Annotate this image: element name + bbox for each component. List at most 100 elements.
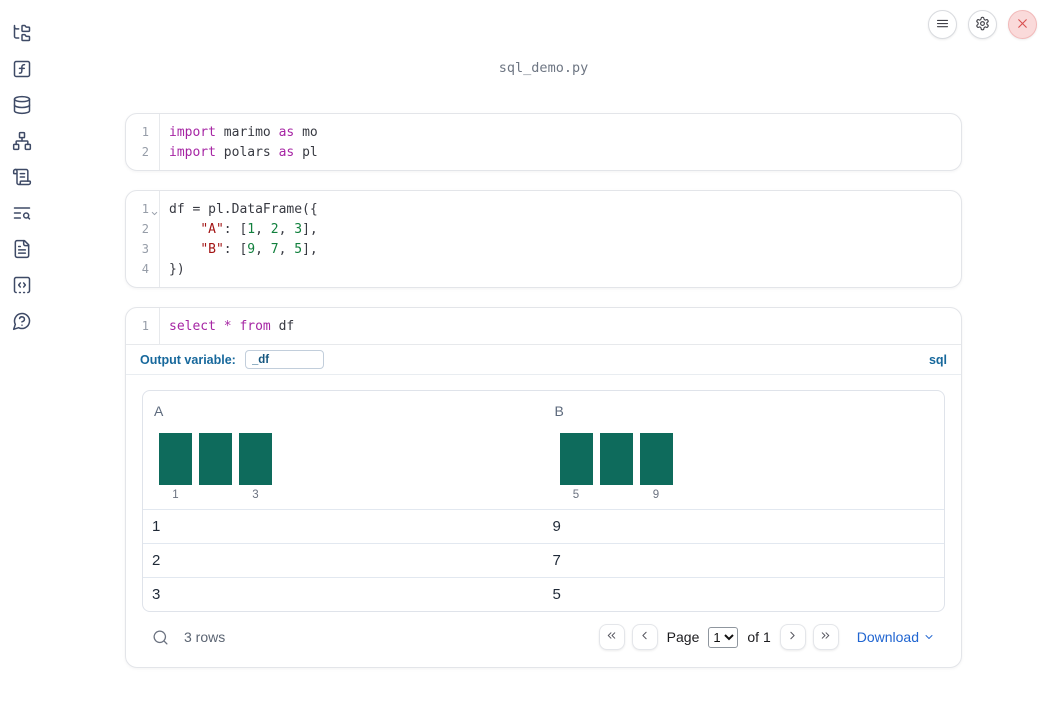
histogram-bar [159,433,192,485]
next-page-button[interactable] [779,624,806,650]
page-label: Page [666,629,700,645]
sidebar-code-snippet-button[interactable] [12,275,32,295]
file-tree-icon [12,23,32,43]
settings-button[interactable] [968,10,997,39]
axis-max-label: 3 [252,489,259,501]
histogram-bar [239,433,272,485]
code-text: df = pl.DataFrame({ [169,201,318,217]
prev-page-button[interactable] [631,624,658,650]
sidebar-network-button[interactable] [12,131,32,151]
code-line[interactable]: 2 import polars as pl [126,142,961,162]
notebook: sql_demo.py 1 import marimo as mo 2 import … [44,0,1043,668]
line-number: 1 [141,125,149,139]
database-icon [12,95,32,115]
column-histogram [559,433,935,485]
histogram-bar [559,433,593,485]
row-count: 3 rows [184,629,226,645]
axis-max-label: 9 [652,489,660,501]
pagination: Page 1 of 1 [598,624,839,650]
code-line[interactable]: 2 "A": [1, 2, 3], [126,219,961,239]
column-histogram [159,433,534,485]
language-badge: sql [928,352,947,367]
code-line[interactable]: 3 "B": [9, 7, 5], [126,239,961,259]
table-cell: 5 [552,586,561,603]
sidebar-database-button[interactable] [12,95,32,115]
histogram-bar [639,433,673,485]
gear-icon [975,16,990,34]
sidebar-log-search-button[interactable] [12,203,32,223]
code-line[interactable]: 1 import marimo as mo [126,122,961,142]
log-search-icon [12,203,32,223]
sidebar-scroll-button[interactable] [12,167,32,187]
code-line[interactable]: 1 select * from df [126,316,961,336]
code-snippet-icon [12,275,32,295]
line-number: 2 [141,222,149,236]
page-select[interactable]: 1 [708,626,739,648]
code-text: import marimo as mo [169,124,318,140]
close-button[interactable] [1008,10,1037,39]
line-number: 4 [141,262,149,276]
line-number: 2 [141,145,149,159]
menu-button[interactable] [928,10,957,39]
topbar [928,10,1037,39]
code-line[interactable]: 1 df = pl.DataFrame({ [126,199,961,219]
column-name: A [154,403,164,419]
output-variable-row: Output variable: sql [126,345,961,375]
histogram-bar [599,433,633,485]
table-cell: 2 [152,552,161,569]
code-cell-imports[interactable]: 1 import marimo as mo 2 import polars as pl [125,113,962,171]
help-icon [12,311,32,331]
code-text: select * from df [169,318,295,334]
chevron-left-icon [638,629,651,645]
chevron-right-icon [786,629,799,645]
sidebar [0,0,44,713]
sidebar-file-tree-button[interactable] [12,23,32,43]
first-page-button[interactable] [598,624,625,650]
output-variable-input[interactable] [244,350,324,369]
sidebar-document-button[interactable] [12,239,32,259]
sql-cell: 1 select * from df Output variable: sql A… [125,307,962,668]
menu-icon [935,16,950,34]
table-footer: 3 rows Page 1 of 1 Download [142,621,945,653]
line-number: 1 [141,319,149,333]
page-total: of 1 [747,629,771,645]
column-name: B [554,403,564,419]
chevron-down-icon [923,629,935,646]
download-button[interactable]: Download [857,629,935,646]
code-text: "B": [9, 7, 5], [200,241,318,257]
sidebar-function-button[interactable] [12,59,32,79]
document-icon [12,239,32,259]
code-text: import polars as pl [169,144,318,160]
page-title: sql_demo.py [498,60,589,76]
code-text: "A": [1, 2, 3], [200,221,318,237]
last-page-button[interactable] [812,624,839,650]
code-text: }) [169,261,185,277]
axis-min-label: 5 [572,489,580,501]
table-cell: 7 [552,552,561,569]
output-variable-label: Output variable: [140,352,236,367]
network-icon [12,131,32,151]
code-cell-dataframe[interactable]: 1 df = pl.DataFrame({2 "A": [1, 2, 3], 3 "… [125,190,962,288]
fold-chevron-icon[interactable] [150,209,159,218]
chevrons-left-icon [605,629,618,645]
table-cell: 1 [152,518,161,535]
chevrons-right-icon [819,629,832,645]
code-line[interactable]: 4}) [126,259,961,279]
histogram-bar [199,433,232,485]
sidebar-help-button[interactable] [12,311,32,331]
download-label: Download [856,629,919,645]
function-icon [12,59,32,79]
scroll-icon [12,167,32,187]
sql-editor[interactable]: 1 select * from df [126,308,961,345]
search-icon[interactable] [152,629,169,646]
